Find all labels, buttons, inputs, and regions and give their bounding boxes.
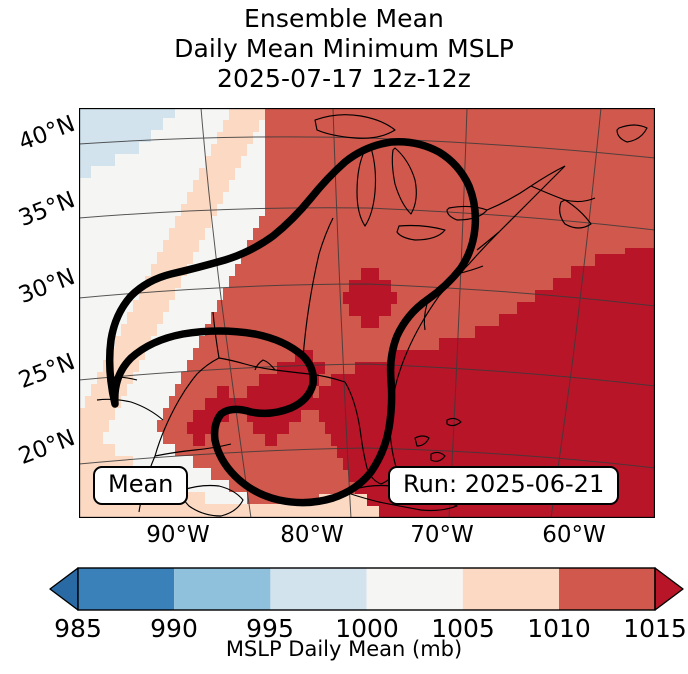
lat-tick-35N: 35°N [15, 186, 79, 232]
colorbar-tick-1000: 1000 [335, 614, 399, 643]
title-line-3: 2025-07-17 12z-12z [217, 64, 471, 93]
colorbar-tick-995: 995 [246, 614, 294, 643]
lon-tick-80W: 80°W [280, 522, 344, 548]
colorbar-axis-label: MSLP Daily Mean (mb) [225, 637, 463, 661]
colorbar-outline [77, 567, 656, 611]
lon-tick-90W: 90°W [146, 522, 210, 548]
colorbar-tick-1010: 1010 [527, 614, 591, 643]
colorbar-under-arrow [49, 567, 79, 611]
lat-tick-30N: 30°N [15, 263, 79, 309]
colorbar-swatches [49, 567, 684, 611]
colorbar-over-arrow [654, 567, 684, 611]
colorbar-tick-985: 985 [54, 614, 102, 643]
mslp-contour-map [79, 108, 655, 518]
lon-tick-60W: 60°W [542, 522, 606, 548]
page-title: Ensemble Mean Daily Mean Minimum MSLP 20… [0, 4, 688, 94]
colorbar-band-1000-1005 [366, 568, 463, 610]
band-995-1000 [79, 108, 175, 178]
map-plot-area [79, 108, 655, 518]
lat-tick-25N: 25°N [15, 348, 79, 394]
lat-tick-20N: 20°N [15, 424, 79, 470]
colorbar-band-990-995 [174, 568, 271, 610]
mslp-contour-line [105, 137, 480, 507]
lat-tick-40N: 40°N [15, 110, 79, 156]
colorbar-tick-990: 990 [150, 614, 198, 643]
colorbar-tick-1015: 1015 [623, 614, 687, 643]
colorbar-tick-1005: 1005 [431, 614, 495, 643]
colorbar-band-1010-1015 [559, 568, 655, 610]
lon-tick-70W: 70°W [410, 522, 474, 548]
mean-label-box: Mean [93, 466, 189, 505]
colorbar-band-995-1000 [270, 568, 367, 610]
colorbar-band-1005-1010 [462, 568, 559, 610]
title-line-1: Ensemble Mean [244, 4, 444, 33]
title-line-2: Daily Mean Minimum MSLP [174, 34, 514, 63]
run-date-box: Run: 2025-06-21 [388, 466, 620, 505]
map-border [79, 108, 655, 518]
colorbar-band-985-990 [78, 568, 175, 610]
band-above-1015 [187, 248, 655, 518]
colorbar: 985 990 995 1000 1005 1010 1015 [0, 560, 688, 674]
